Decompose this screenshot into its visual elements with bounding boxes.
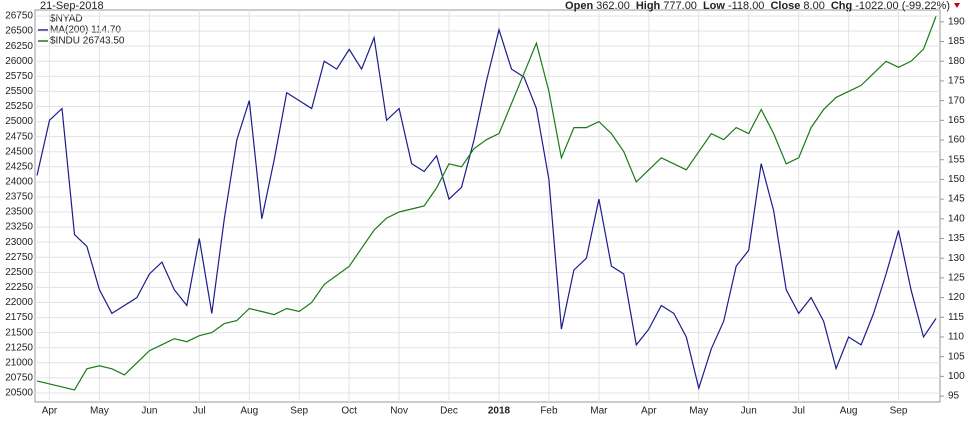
y2-tick-label: 160 xyxy=(948,135,965,146)
plot-area xyxy=(34,9,941,403)
quote-label: Close xyxy=(770,0,800,12)
quote-value: 777.00 xyxy=(663,0,697,12)
legend-label: MA(200) 114.70 xyxy=(50,25,121,36)
y-tick-label: 23250 xyxy=(5,222,33,233)
y-tick-label: 25750 xyxy=(5,71,33,82)
y-tick-label: 22750 xyxy=(5,252,33,263)
x-tick-label: May xyxy=(689,406,708,417)
y-tick-label: 20750 xyxy=(5,373,33,384)
series-line xyxy=(36,27,937,391)
quote-label: Chg xyxy=(831,0,852,12)
x-tick-label: Jul xyxy=(193,406,206,417)
y-tick-label: 26000 xyxy=(5,56,33,67)
quote-label: High xyxy=(636,0,661,12)
y2-tick-label: 170 xyxy=(948,95,965,106)
y-tick-label: 26250 xyxy=(5,41,33,52)
y2-tick-label: 115 xyxy=(948,312,964,323)
x-tick-label: Jun xyxy=(741,406,757,417)
x-tick-label: Nov xyxy=(390,406,408,417)
x-tick-label: Dec xyxy=(440,406,458,417)
y2-tick-label: 140 xyxy=(948,213,965,224)
y2-tick-label: 165 xyxy=(948,115,965,126)
y2-tick-label: 150 xyxy=(948,174,965,185)
x-tick-label: Mar xyxy=(590,406,608,417)
y-tick-label: 21750 xyxy=(5,312,33,323)
quote-label: Open xyxy=(565,0,593,12)
quote-value: -118.00 xyxy=(728,0,765,12)
y2-tick-label: 125 xyxy=(948,273,965,284)
y-tick-label: 23750 xyxy=(5,192,33,203)
y-tick-label: 24250 xyxy=(5,161,33,172)
y2-tick-label: 120 xyxy=(948,292,965,303)
quote-value: 8.00 xyxy=(803,0,824,12)
y-tick-label: 25500 xyxy=(5,86,33,97)
y-tick-label: 22250 xyxy=(5,282,33,293)
y-tick-label: 24750 xyxy=(5,131,33,142)
y2-tick-label: 185 xyxy=(948,36,965,47)
legend: MA(200) 114.70$INDU 26743.50 xyxy=(38,25,125,47)
x-tick-label: 2018 xyxy=(488,406,511,417)
y-tick-label: 22000 xyxy=(5,297,33,308)
y-tick-label: 26750 xyxy=(5,11,33,22)
x-tick-label: May xyxy=(90,406,109,417)
y-tick-label: 21000 xyxy=(5,357,33,368)
y2-tick-label: 180 xyxy=(948,56,965,67)
date: 21-Sep-2018 xyxy=(40,0,104,12)
y-tick-label: 24000 xyxy=(5,177,33,188)
y-tick-label: 22500 xyxy=(5,267,33,278)
y2-tick-label: 130 xyxy=(948,253,965,264)
legend-label: $INDU 26743.50 xyxy=(50,36,125,47)
quote-value: 362.00 xyxy=(596,0,630,12)
chart-title: $NYAD xyxy=(50,14,83,25)
y2-tick-label: 105 xyxy=(948,351,965,362)
y-tick-label: 25250 xyxy=(5,101,33,112)
y2-tick-label: 145 xyxy=(948,194,965,205)
change-indicator xyxy=(954,3,960,8)
y2-tick-label: 95 xyxy=(948,391,960,402)
x-tick-label: Apr xyxy=(42,406,58,417)
y-tick-label: 21500 xyxy=(5,327,33,338)
y-tick-label: 21250 xyxy=(5,342,33,353)
y2-tick-label: 190 xyxy=(948,16,965,27)
x-tick-label: Oct xyxy=(341,406,357,417)
y2-tick-label: 175 xyxy=(948,76,965,87)
y2-tick-label: 155 xyxy=(948,154,965,165)
y2-tick-label: 135 xyxy=(948,233,965,244)
y-tick-label: 20500 xyxy=(5,388,33,399)
x-tick-label: Feb xyxy=(540,406,558,417)
y2-tick-label: 100 xyxy=(948,371,965,382)
x-tick-label: Sep xyxy=(290,406,308,417)
y2-tick-label: 110 xyxy=(948,332,964,343)
y-tick-label: 23500 xyxy=(5,207,33,218)
y-tick-label: 25000 xyxy=(5,116,33,127)
x-tick-label: Aug xyxy=(240,406,258,417)
quote-label: Low xyxy=(703,0,725,12)
series-line xyxy=(36,16,937,391)
x-tick-label: Jul xyxy=(792,406,805,417)
y-tick-label: 26500 xyxy=(5,26,33,37)
x-tick-label: Jun xyxy=(141,406,157,417)
x-tick-label: Aug xyxy=(840,406,858,417)
x-tick-label: Sep xyxy=(890,406,908,417)
y-tick-label: 23000 xyxy=(5,237,33,248)
x-tick-label: Apr xyxy=(641,406,657,417)
quote-value: -1022.00 (-99.22%) xyxy=(855,0,950,12)
y-tick-label: 24500 xyxy=(5,146,33,157)
